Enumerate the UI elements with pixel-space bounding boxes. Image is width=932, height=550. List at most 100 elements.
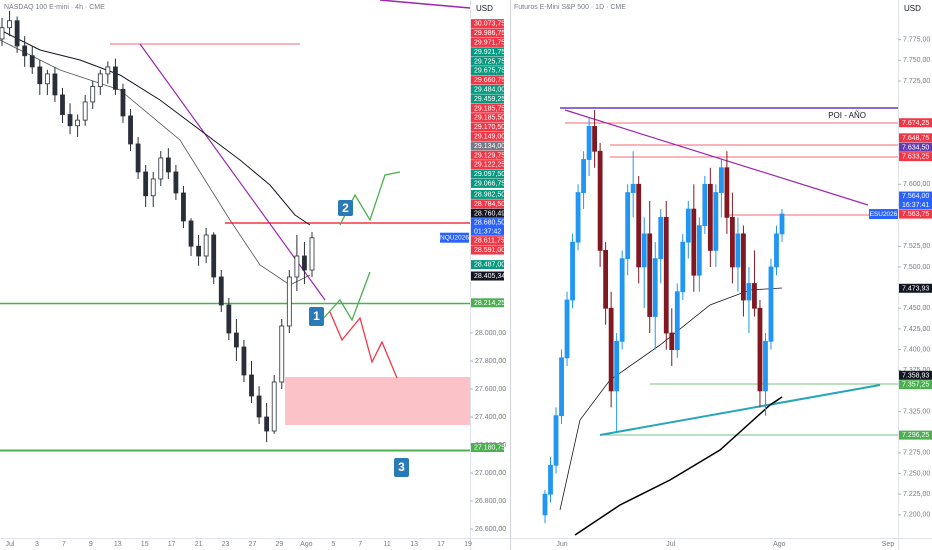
candle-body — [685, 208, 691, 243]
y-tick-label: 7.200,00 — [903, 512, 930, 519]
price-label-bg — [471, 131, 504, 141]
candle-body — [691, 208, 697, 276]
candle-body — [680, 241, 686, 293]
candle-body — [264, 416, 270, 432]
price-label-bg — [899, 118, 932, 128]
candle-body — [90, 86, 96, 103]
date-label: 13 — [114, 541, 122, 548]
date-label: 5 — [331, 541, 335, 548]
candle-body — [724, 167, 730, 218]
price-label-bg — [471, 103, 504, 113]
candle-body — [614, 340, 620, 392]
candle-body — [143, 171, 149, 197]
price-label-bg — [471, 178, 504, 188]
date-label: 7 — [62, 541, 66, 548]
candle-body — [181, 192, 186, 222]
price-label-bg — [899, 370, 932, 380]
price-label: 28.680,50 — [474, 220, 505, 227]
price-label-bg — [471, 84, 504, 94]
candle-body — [82, 101, 88, 121]
date-label: 23 — [222, 541, 230, 548]
price-label-bg — [471, 19, 504, 29]
price-label: 27.180,75 — [474, 445, 505, 452]
price-label: 29.725,75 — [474, 58, 505, 65]
trend-line — [379, 0, 471, 9]
date-label: 17 — [437, 541, 445, 548]
price-label-bg — [471, 141, 504, 151]
annotation-box — [394, 458, 409, 477]
date-label: Jun — [556, 541, 567, 548]
annotation-box — [309, 307, 324, 326]
y-tick-label: 7.225,00 — [903, 491, 930, 498]
candle-body — [586, 126, 592, 160]
price-label-bg — [899, 430, 932, 440]
candle-body — [0, 27, 5, 40]
candle-body — [60, 94, 65, 115]
candle-body — [702, 183, 708, 227]
candle-body — [570, 241, 575, 301]
price-label: 29.185,75 — [474, 105, 505, 112]
price-label-bg — [471, 298, 504, 308]
candle-body — [729, 216, 735, 268]
candle-body — [707, 183, 713, 251]
y-tick-label: 7.275,00 — [903, 450, 930, 457]
candle-body — [294, 255, 300, 278]
trend-line — [564, 109, 869, 206]
price-label-bg — [899, 133, 932, 143]
y-tick-label: 26.600,00 — [475, 526, 506, 533]
candle-body — [188, 220, 194, 247]
candle-body — [75, 119, 81, 127]
price-label: 29.170,50 — [474, 124, 505, 131]
y-tick-label: 27.800,00 — [475, 358, 506, 365]
price-label: 7.473,93 — [902, 285, 929, 292]
candle-body — [150, 178, 156, 197]
date-label: 15 — [141, 541, 149, 548]
candle-body — [165, 157, 171, 173]
candle-body — [763, 340, 768, 392]
candle-body — [67, 114, 73, 127]
annotation-box — [338, 200, 353, 216]
zone — [285, 377, 470, 425]
candle-body — [735, 233, 741, 268]
date-label: 3 — [35, 541, 39, 548]
price-label-bg — [471, 199, 504, 209]
trend-line — [139, 43, 326, 301]
annotation: 1 — [313, 309, 320, 323]
countdown: 16:37:41 — [902, 202, 929, 209]
header: Futuros E-Mini S&P 500 · 1D · CME — [514, 4, 626, 11]
date-label: Ago — [773, 541, 786, 548]
candle-body — [768, 266, 774, 342]
candle-body — [128, 115, 133, 145]
price-label: 29.675,75 — [474, 68, 505, 75]
date-label: Jul — [6, 541, 15, 548]
date-label: 17 — [168, 541, 176, 548]
price-label-bg — [471, 245, 504, 255]
price-label: 28.405,34 — [474, 273, 505, 280]
date-label: 29 — [276, 541, 284, 548]
candle-body — [211, 234, 217, 278]
price-label: 28.591,00 — [474, 247, 505, 254]
candle-body — [757, 307, 763, 392]
symbol-tag: NQU2026 — [440, 234, 469, 241]
y-tick-label: 7.425,00 — [903, 326, 930, 333]
candle-body — [286, 276, 292, 327]
price-label-bg — [471, 28, 504, 38]
candle-body — [158, 157, 164, 180]
candle-body — [581, 159, 586, 193]
candle-body — [135, 143, 141, 173]
candle-body — [22, 45, 28, 57]
candle-body — [696, 225, 702, 276]
y-tick-label: 7.725,00 — [903, 78, 930, 85]
candle-body — [309, 237, 315, 271]
price-label: 29.134,00 — [474, 143, 505, 150]
price-label: 29.459,25 — [474, 96, 505, 103]
price-label-bg — [471, 56, 504, 66]
symbol-tag-bg — [869, 209, 898, 220]
price-label: 28.760,49 — [474, 210, 505, 217]
price-label: 29.122,25 — [474, 162, 505, 169]
price-label: 29.660,75 — [474, 77, 505, 84]
y-tick-label: 7.250,00 — [903, 470, 930, 477]
moving-average — [0, 39, 311, 286]
candle-body — [542, 493, 548, 516]
price-label-bg — [899, 283, 932, 293]
